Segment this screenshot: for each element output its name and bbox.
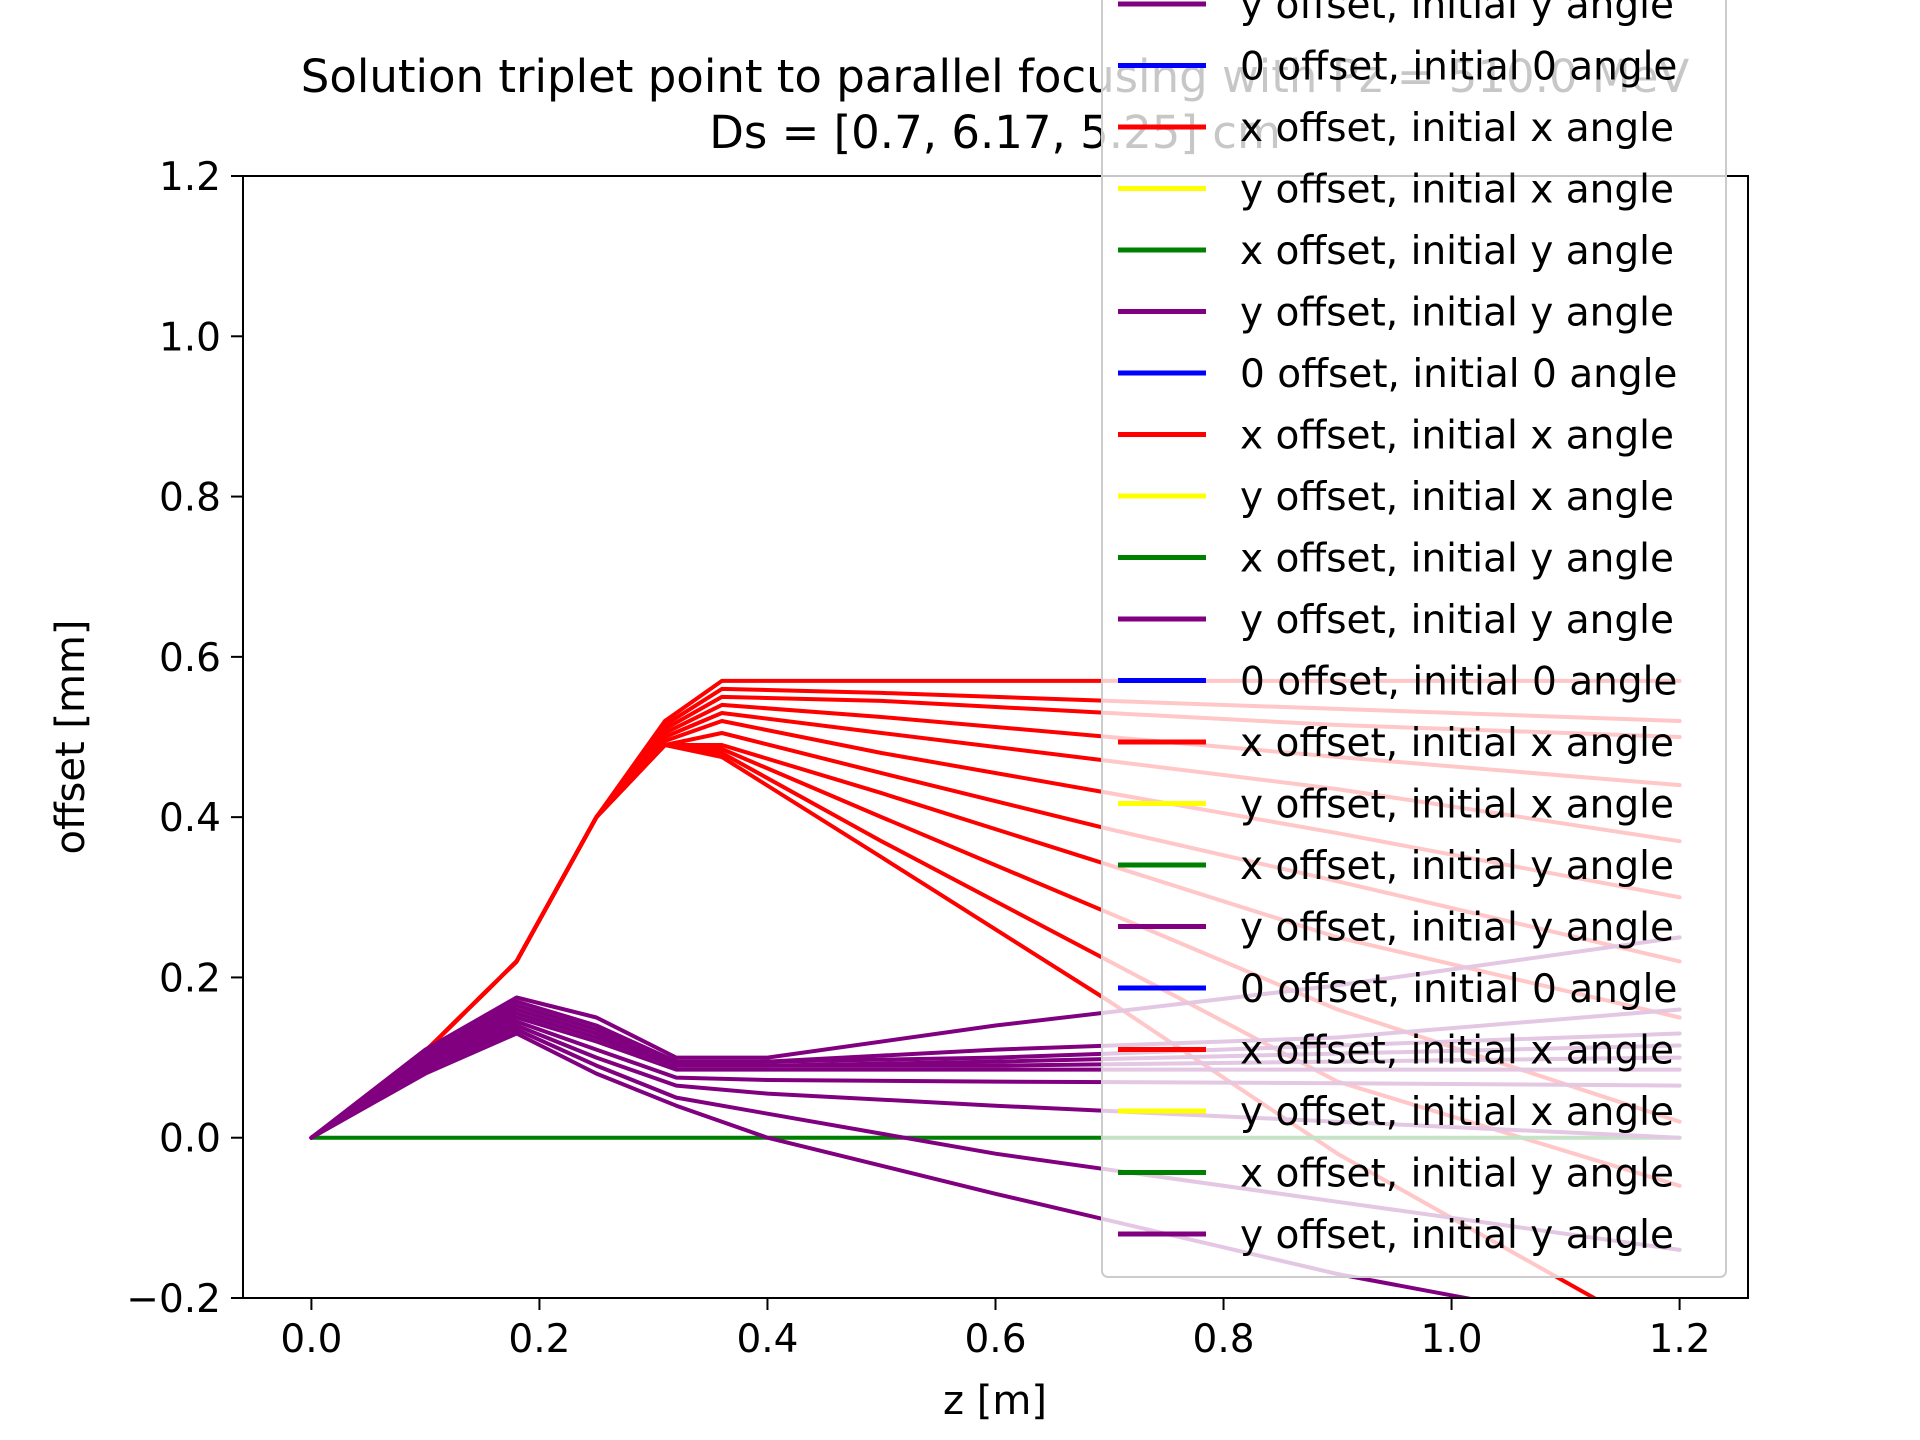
legend-label: x offset, initial x angle	[1240, 1029, 1674, 1074]
legend-label: x offset, initial y angle	[1240, 537, 1674, 582]
legend-entry: y offset, initial x angle	[1118, 783, 1674, 828]
legend-entry: y offset, initial y angle	[1118, 291, 1674, 336]
legend-label: 0 offset, initial 0 angle	[1240, 660, 1677, 705]
legend-entry: 0 offset, initial 0 angle	[1118, 967, 1677, 1012]
legend-label: x offset, initial x angle	[1240, 106, 1674, 151]
x-tick-label: 0.2	[508, 1317, 570, 1362]
x-tick-label: 1.0	[1421, 1317, 1483, 1362]
legend-label: x offset, initial x angle	[1240, 414, 1674, 459]
legend-entry: x offset, initial x angle	[1118, 721, 1674, 766]
legend-label: y offset, initial x angle	[1240, 1090, 1674, 1135]
legend-entry: y offset, initial y angle	[1118, 906, 1674, 951]
y-tick-label: 0.6	[159, 636, 221, 681]
legend-label: 0 offset, initial 0 angle	[1240, 45, 1677, 90]
y-tick-label: 0.2	[159, 956, 221, 1001]
legend-entry: y offset, initial y angle	[1118, 598, 1674, 643]
legend-entry: 0 offset, initial 0 angle	[1118, 45, 1677, 90]
x-ticks: 0.0 0.2 0.4 0.6 0.8 1.0 1.2	[280, 1298, 1711, 1362]
legend-label: y offset, initial x angle	[1240, 783, 1674, 828]
y-axis-label: offset [mm]	[48, 619, 94, 854]
x-tick-label: 0.0	[280, 1317, 342, 1362]
legend-label: y offset, initial y angle	[1240, 1213, 1674, 1258]
y-tick-label: 0.0	[159, 1117, 221, 1162]
legend-entry: 0 offset, initial 0 angle	[1118, 352, 1677, 397]
legend-entry: x offset, initial y angle	[1118, 537, 1674, 582]
legend-label: y offset, initial y angle	[1240, 598, 1674, 643]
legend-label: y offset, initial x angle	[1240, 475, 1674, 520]
legend-entry: y offset, initial x angle	[1118, 168, 1674, 213]
legend-label: x offset, initial x angle	[1240, 721, 1674, 766]
x-tick-label: 0.4	[736, 1317, 798, 1362]
x-axis-label: z [m]	[943, 1378, 1047, 1424]
y-tick-label: 0.8	[159, 476, 221, 521]
y-tick-label: 1.0	[159, 315, 221, 360]
x-tick-label: 0.6	[964, 1317, 1026, 1362]
legend-label: y offset, initial y angle	[1240, 291, 1674, 336]
legend-label: x offset, initial y angle	[1240, 229, 1674, 274]
y-tick-label: 0.4	[159, 796, 221, 841]
legend-label: y offset, initial y angle	[1240, 0, 1674, 28]
legend-entry: x offset, initial y angle	[1118, 229, 1674, 274]
y-ticks: −0.2 0.0 0.2 0.4 0.6 0.8 1.0 1.2	[126, 155, 243, 1322]
x-tick-label: 0.8	[1193, 1317, 1255, 1362]
legend-label: 0 offset, initial 0 angle	[1240, 352, 1677, 397]
legend-entry: x offset, initial y angle	[1118, 844, 1674, 889]
y-tick-label: −0.2	[126, 1277, 221, 1322]
legend-label: y offset, initial y angle	[1240, 906, 1674, 951]
y-tick-label: 1.2	[159, 155, 221, 200]
legend-label: x offset, initial y angle	[1240, 1152, 1674, 1197]
legend-entry: y offset, initial y angle	[1118, 0, 1674, 28]
legend-entry: x offset, initial y angle	[1118, 1152, 1674, 1197]
legend-label: y offset, initial x angle	[1240, 168, 1674, 213]
legend-entry: y offset, initial x angle	[1118, 1090, 1674, 1135]
legend-label: 0 offset, initial 0 angle	[1240, 967, 1677, 1012]
legend-entry: y offset, initial x angle	[1118, 475, 1674, 520]
legend-entry: x offset, initial x angle	[1118, 414, 1674, 459]
legend-entry: x offset, initial x angle	[1118, 106, 1674, 151]
legend-entry: 0 offset, initial 0 angle	[1118, 660, 1677, 705]
legend-entry: x offset, initial x angle	[1118, 1029, 1674, 1074]
x-tick-label: 1.2	[1649, 1317, 1711, 1362]
legend-entry: y offset, initial y angle	[1118, 1213, 1674, 1258]
legend: y offset, initial y angle 0 offset, initi…	[1101, 0, 1727, 1278]
legend-label: x offset, initial y angle	[1240, 844, 1674, 889]
legend-frame	[1101, 0, 1727, 1278]
